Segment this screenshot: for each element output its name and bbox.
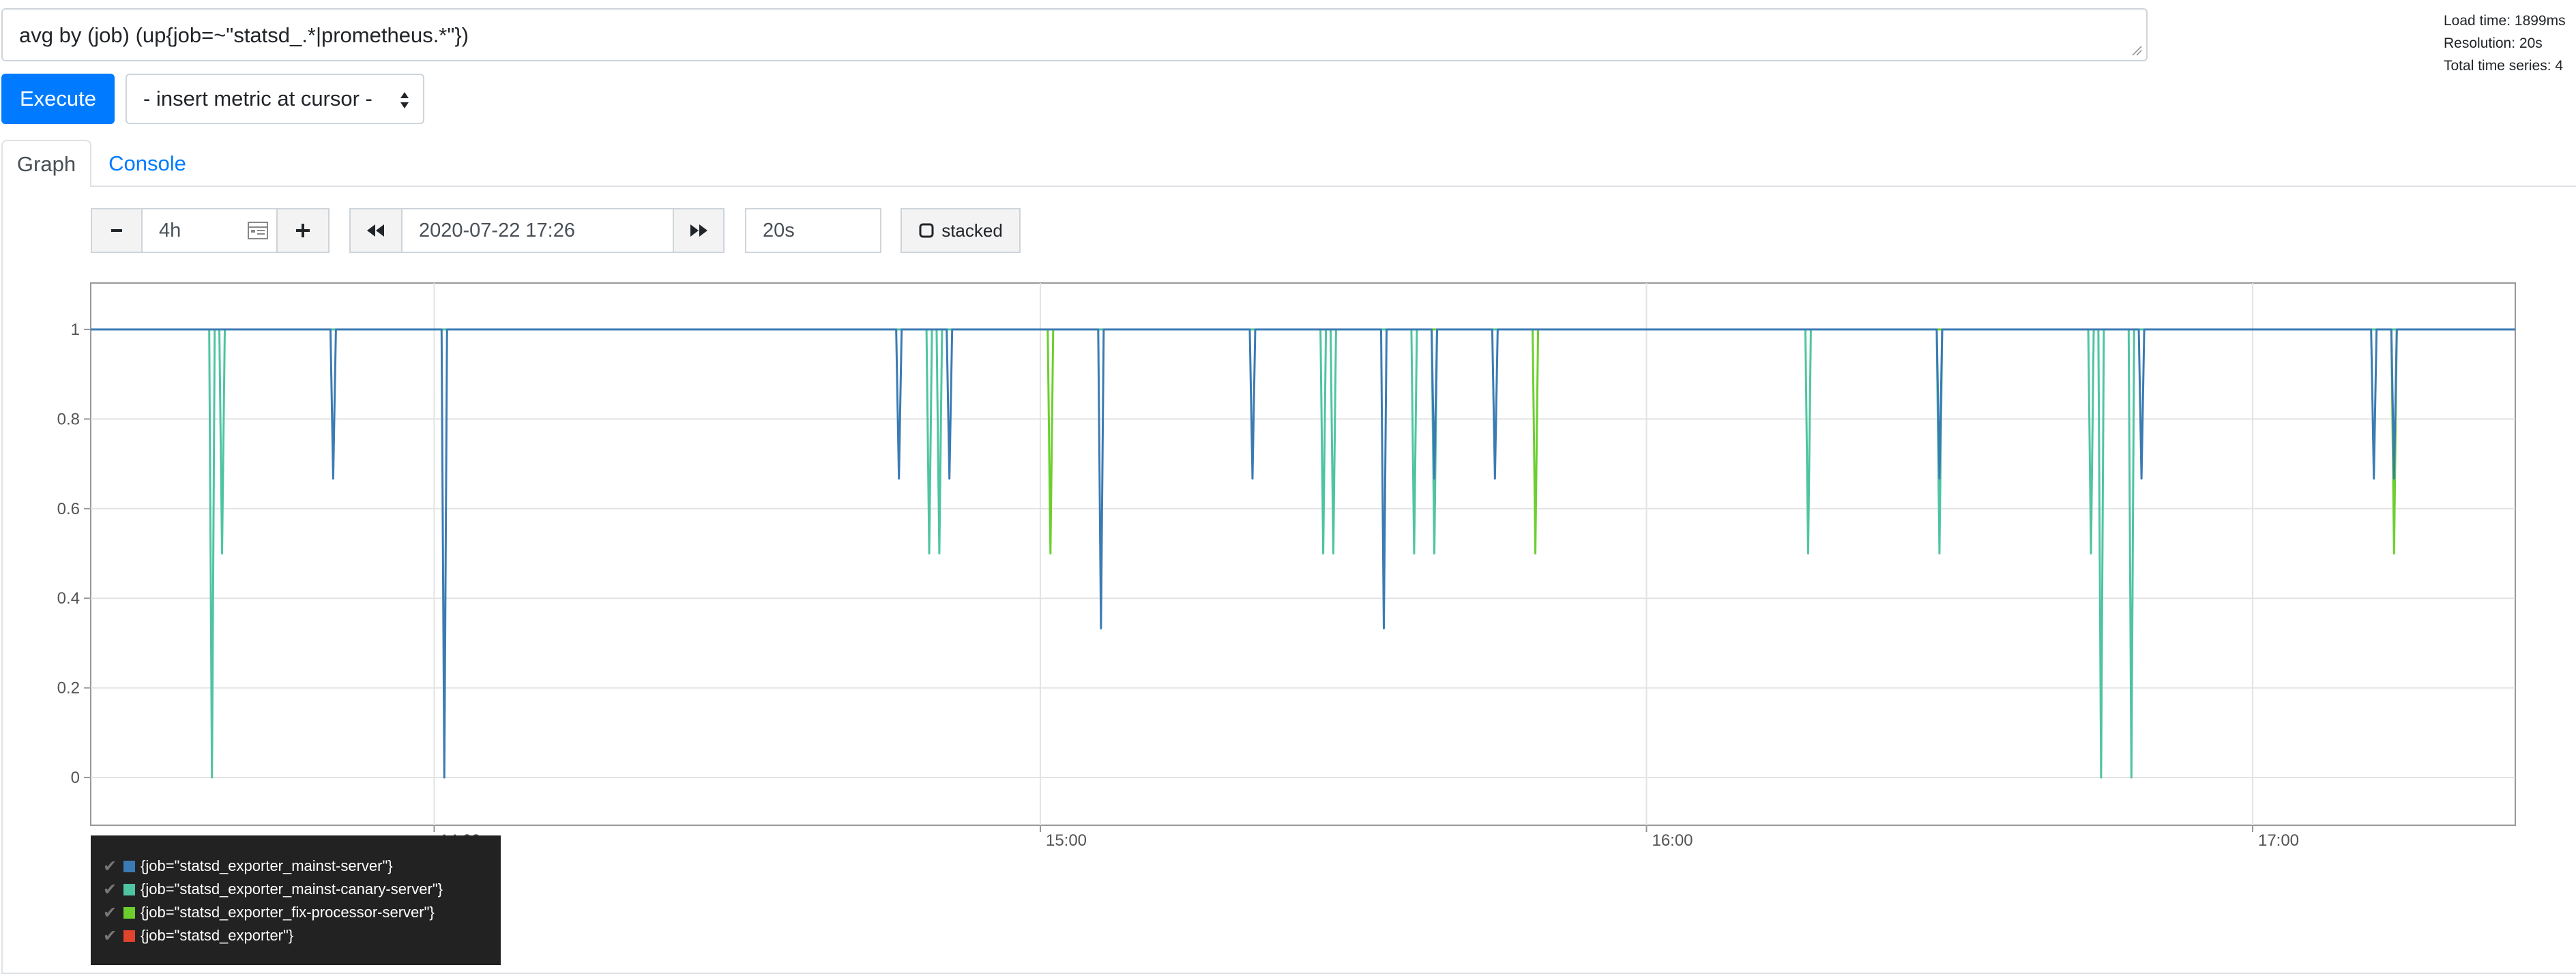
legend-swatch (123, 930, 135, 942)
end-time-value: 2020-07-22 17:26 (419, 219, 575, 241)
graph-panel (1, 186, 2576, 974)
time-forward-button[interactable] (673, 208, 724, 253)
end-time-input[interactable]: 2020-07-22 17:26 (401, 208, 674, 253)
load-time: Load time: 1899ms (2444, 13, 2566, 29)
check-icon: ✔ (103, 880, 117, 899)
check-icon: ✔ (103, 903, 117, 922)
check-icon: ✔ (103, 857, 117, 876)
resolution-input[interactable]: 20s (745, 208, 881, 253)
check-icon: ✔ (103, 926, 117, 945)
resolution-value: 20s (763, 219, 795, 241)
range-value: 4h (159, 219, 181, 241)
fast-forward-icon (690, 224, 707, 237)
tab-console[interactable]: Console (108, 151, 186, 175)
series-line (91, 328, 2515, 554)
legend-label: {job="statsd_exporter_mainst-server"} (141, 857, 393, 874)
insert-metric-select[interactable]: - insert metric at cursor - (126, 74, 424, 124)
series-line (91, 328, 2515, 779)
legend-item[interactable]: ✔ {job="statsd_exporter_mainst-canary-ser… (91, 878, 501, 901)
y-tick-label: 0.6 (57, 500, 80, 518)
legend-swatch (123, 883, 135, 895)
plus-icon (296, 224, 310, 237)
x-tick-label: 15:00 (1046, 831, 1087, 850)
expression-text: avg by (job) (up{job=~"statsd_.*|prometh… (19, 23, 469, 47)
stacked-toggle[interactable]: stacked (901, 208, 1021, 253)
total-series-stat: Total time series: 4 (2444, 58, 2564, 74)
resolution-stat: Resolution: 20s (2444, 35, 2543, 51)
range-decrease-button[interactable] (91, 208, 143, 253)
legend-label: {job="statsd_exporter_fix-processor-serv… (141, 904, 435, 921)
calendar-icon (248, 222, 268, 239)
y-tick-label: 0.8 (57, 410, 80, 428)
expression-input[interactable]: avg by (job) (up{job=~"statsd_.*|prometh… (1, 8, 2148, 61)
tab-graph[interactable]: Graph (1, 140, 91, 187)
range-input[interactable]: 4h (141, 208, 278, 253)
select-caret-icon (400, 92, 409, 108)
y-tick-label: 0 (71, 769, 80, 787)
insert-metric-label: - insert metric at cursor - (143, 87, 372, 110)
time-back-button[interactable] (349, 208, 402, 253)
legend-item[interactable]: ✔ {job="statsd_exporter"} (91, 924, 501, 947)
legend-item[interactable]: ✔ {job="statsd_exporter_mainst-server"} (91, 855, 501, 878)
range-increase-button[interactable] (276, 208, 330, 253)
x-tick-label: 16:00 (1652, 831, 1693, 850)
resize-grip-icon[interactable] (2131, 45, 2142, 56)
stacked-label: stacked (941, 220, 1003, 241)
graph-legend: ✔ {job="statsd_exporter_mainst-server"} ✔ {… (91, 835, 501, 965)
series-line (91, 328, 2515, 779)
y-tick-label: 0.4 (57, 589, 80, 608)
plot-frame (90, 282, 2516, 826)
minus-icon (111, 229, 122, 232)
legend-swatch (123, 860, 135, 872)
legend-label: {job="statsd_exporter"} (141, 927, 294, 944)
legend-label: {job="statsd_exporter_mainst-canary-serv… (141, 880, 443, 898)
tab-divider (1, 186, 2576, 187)
legend-swatch (123, 906, 135, 919)
execute-button[interactable]: Execute (1, 74, 115, 124)
legend-item[interactable]: ✔ {job="statsd_exporter_fix-processor-ser… (91, 901, 501, 924)
checkbox-icon (919, 223, 934, 238)
x-tick-label: 17:00 (2258, 831, 2299, 850)
y-tick-label: 0.2 (57, 679, 80, 698)
query-stats: Load time: 1899ms Resolution: 20s Total … (2444, 10, 2576, 77)
y-tick-label: 1 (71, 321, 80, 339)
rewind-icon (367, 224, 384, 237)
